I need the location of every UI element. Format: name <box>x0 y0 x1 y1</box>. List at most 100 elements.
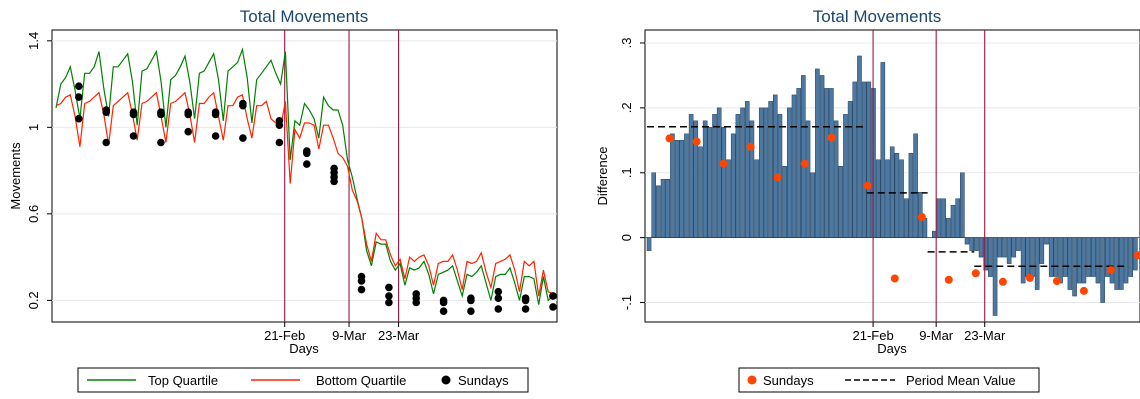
difference-bar <box>1095 237 1101 284</box>
difference-bar <box>1090 237 1096 277</box>
left-y-tick-label: 0.2 <box>26 291 41 309</box>
legend-sundays-label: Sundays <box>458 373 509 388</box>
right-y-tick-label: .1 <box>619 167 634 178</box>
difference-bar <box>726 159 731 238</box>
difference-bar <box>866 81 872 238</box>
sunday-point <box>494 287 503 296</box>
right-chart-panel: Total Movements -.1 0 .1 .2 .3 21-Feb 9-Mar 23-… <box>595 7 1140 393</box>
difference-bar <box>880 62 886 238</box>
difference-bar <box>843 114 848 238</box>
difference-bar <box>894 153 900 238</box>
difference-bar <box>885 159 890 238</box>
difference-bar <box>829 88 834 238</box>
right-y-axis-label: Difference <box>595 146 610 205</box>
right-y-tick-label: 0 <box>619 234 634 241</box>
sunday-point <box>303 160 311 168</box>
sunday-point <box>385 298 393 307</box>
difference-bar <box>1030 237 1035 277</box>
sunday-point <box>102 138 110 147</box>
difference-bar <box>801 75 806 238</box>
difference-bar <box>1006 237 1012 264</box>
left-chart-panel: Total Movements 0.2 0.6 1 1.4 21-Feb 9-Mar 23-… <box>8 7 558 393</box>
right-x-axis-label: Days <box>877 341 907 356</box>
sunday-difference-point <box>944 275 953 284</box>
difference-bar <box>978 237 984 258</box>
difference-bar <box>922 217 928 238</box>
sunday-point <box>303 149 311 158</box>
difference-bar <box>763 107 769 238</box>
sunday-difference-point <box>1107 266 1115 275</box>
sunday-point <box>385 283 393 292</box>
difference-bar <box>1081 237 1087 284</box>
sunday-point <box>549 292 557 300</box>
difference-bar <box>847 101 853 238</box>
sunday-point <box>494 294 503 303</box>
legend-bottom-quartile-label: Bottom Quartile <box>316 373 406 388</box>
difference-bar <box>941 198 946 238</box>
difference-bar <box>674 140 680 238</box>
sunday-difference-point <box>827 133 836 142</box>
difference-bar <box>969 237 974 251</box>
sunday-point <box>439 298 448 307</box>
difference-bar <box>782 166 787 238</box>
difference-bar <box>754 159 759 238</box>
difference-bar <box>1025 237 1031 277</box>
difference-bar <box>1044 237 1049 245</box>
sunday-point <box>129 110 138 119</box>
difference-bar <box>651 172 657 238</box>
sunday-point <box>239 134 247 142</box>
sunday-point <box>467 296 475 305</box>
difference-bar <box>1128 237 1133 277</box>
sunday-point <box>211 132 220 140</box>
sunday-difference-point <box>719 159 728 168</box>
difference-bar <box>913 133 918 238</box>
difference-bar <box>988 237 993 277</box>
difference-bar <box>730 133 736 238</box>
left-x-tick-label: 9-Mar <box>332 328 367 343</box>
sunday-difference-point <box>1079 286 1088 295</box>
sunday-difference-point <box>863 181 872 190</box>
right-x-tick-label: 21-Feb <box>852 328 893 343</box>
left-x-tick-label: 21-Feb <box>264 328 305 343</box>
left-plot-frame <box>51 29 558 323</box>
difference-bar <box>646 237 652 251</box>
difference-bar <box>810 172 815 238</box>
difference-bar <box>1058 237 1063 284</box>
difference-bar <box>861 81 867 238</box>
difference-bar <box>903 198 909 238</box>
difference-bar <box>684 133 689 238</box>
series-line-top-quartile <box>55 47 554 305</box>
sunday-point <box>357 277 366 285</box>
sunday-difference-point <box>800 159 809 168</box>
sunday-difference-point <box>1025 273 1034 282</box>
difference-bar <box>857 55 862 238</box>
sunday-point <box>184 127 192 136</box>
difference-bar <box>1039 237 1045 264</box>
difference-bar <box>946 217 951 238</box>
sunday-point <box>521 305 530 313</box>
sunday-point <box>75 82 83 90</box>
difference-bar <box>1020 237 1026 284</box>
legend-top-quartile-label: Top Quartile <box>148 373 218 388</box>
sunday-difference-point <box>1134 251 1140 260</box>
sunday-point <box>211 110 220 119</box>
difference-bar <box>721 127 727 238</box>
difference-bar <box>656 185 661 238</box>
difference-bar <box>805 120 811 238</box>
difference-bar <box>660 178 666 238</box>
difference-bar <box>712 114 717 238</box>
left-chart-title: Total Movements <box>240 7 369 26</box>
sunday-point <box>102 108 110 116</box>
difference-bar <box>768 101 773 238</box>
difference-bar <box>735 114 741 238</box>
right-chart-title: Total Movements <box>813 7 942 26</box>
legend-sundays-marker <box>441 375 451 385</box>
difference-bar <box>707 127 713 238</box>
left-y-tick-label: 1.4 <box>26 32 41 50</box>
difference-bar <box>950 204 956 238</box>
sunday-difference-point <box>773 173 782 182</box>
sunday-point <box>239 101 247 110</box>
difference-bar <box>1119 237 1124 290</box>
difference-bar <box>936 198 942 238</box>
sunday-point <box>157 110 165 119</box>
